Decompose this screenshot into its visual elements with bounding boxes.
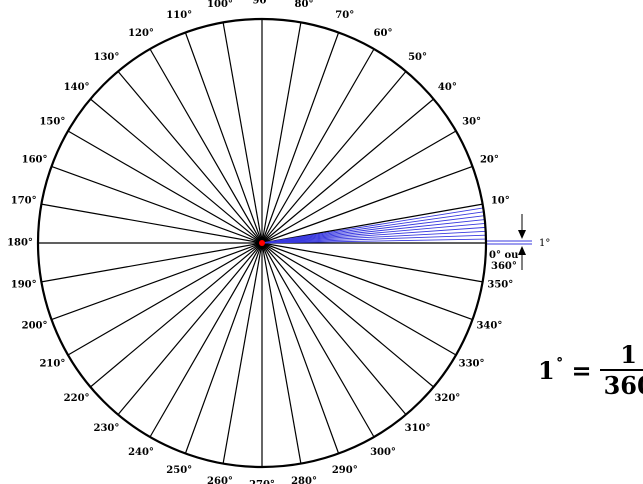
ray-80-deg (261, 22, 302, 244)
ten-degree-rays (38, 19, 486, 467)
label-130-deg: 130° (94, 52, 120, 63)
ray-260-deg (222, 242, 263, 464)
label-80-deg: 80° (295, 0, 314, 10)
ray-40-deg (261, 98, 434, 244)
label-30-deg: 30° (462, 117, 481, 128)
label-270-deg: 270° (249, 480, 275, 484)
label-250-deg: 250° (166, 465, 192, 476)
ray-160-deg (51, 165, 263, 244)
label-90-deg: 90° (253, 0, 272, 7)
ray-330-deg (261, 242, 457, 356)
label-310-deg: 310° (405, 423, 431, 434)
label-320-deg: 320° (434, 393, 460, 404)
ray-350-deg (261, 242, 483, 283)
one-degree-label: 1° (539, 238, 550, 249)
label-170-deg: 170° (11, 195, 37, 206)
label-290-deg: 290° (332, 465, 358, 476)
fine-ray-7-deg (261, 215, 485, 244)
fine-ray-1-deg (261, 238, 486, 244)
label-160-deg: 160° (22, 155, 48, 166)
formula-lhs-value: 1 (538, 355, 555, 385)
ray-310-deg (261, 242, 407, 415)
label-200-deg: 200° (22, 320, 48, 331)
one-degree-rays (261, 207, 486, 244)
label-190-deg: 190° (11, 280, 37, 291)
label-140-deg: 140° (64, 82, 90, 93)
ray-190-deg (41, 242, 263, 283)
fine-ray-3-deg (261, 230, 486, 244)
label-70-deg: 70° (335, 10, 354, 21)
label-40-deg: 40° (438, 82, 457, 93)
formula-equals: = (571, 355, 592, 385)
ray-110-deg (184, 32, 263, 244)
ray-210-deg (67, 242, 263, 356)
label-220-deg: 220° (64, 393, 90, 404)
ray-280-deg (261, 242, 302, 464)
fine-ray-9-deg (261, 207, 484, 244)
ray-100-deg (222, 22, 263, 244)
label-110-deg: 110° (166, 10, 192, 21)
ray-120-deg (149, 48, 263, 244)
arrow-down-head (518, 230, 526, 239)
ray-320-deg (261, 242, 434, 388)
zero-label: 0° ou 360° (489, 250, 518, 272)
fine-ray-6-deg (261, 219, 485, 244)
degree-labels: 10° 20° 30° 40° 50° 60° 70° 80° 90° 100° 110° 120° 1… (7, 0, 513, 484)
label-150-deg: 150° (39, 117, 65, 128)
formula-degree-symbol: ∘ (555, 349, 564, 368)
ray-290-deg (261, 242, 340, 454)
zero-label-line2: 360° (491, 261, 517, 272)
label-330-deg: 330° (459, 359, 485, 370)
ray-30-deg (261, 130, 457, 244)
label-50-deg: 50° (408, 52, 427, 63)
formula: 1 ∘ = 1 360 (538, 340, 643, 400)
ray-70-deg (261, 32, 340, 244)
formula-fraction-bar (599, 369, 643, 371)
ray-340-deg (261, 242, 473, 321)
ray-50-deg (261, 71, 407, 244)
label-100-deg: 100° (207, 0, 233, 10)
ray-60-deg (261, 48, 375, 244)
ray-130-deg (117, 71, 263, 244)
label-240-deg: 240° (128, 447, 154, 458)
ray-220-deg (90, 242, 263, 388)
ray-200-deg (51, 242, 263, 321)
center-dot (259, 240, 265, 246)
fine-ray-5-deg (261, 223, 486, 244)
label-180-deg: 180° (7, 238, 33, 249)
label-230-deg: 230° (94, 423, 120, 434)
ray-150-deg (67, 130, 263, 244)
ray-230-deg (117, 242, 263, 415)
one-degree-marker: 1° (487, 214, 550, 270)
ray-300-deg (261, 242, 375, 438)
arrow-up-head (518, 246, 526, 255)
label-210-deg: 210° (39, 359, 65, 370)
label-120-deg: 120° (128, 28, 154, 39)
ray-20-deg (261, 165, 473, 244)
ray-250-deg (184, 242, 263, 454)
ray-140-deg (90, 98, 263, 244)
label-340-deg: 340° (476, 320, 502, 331)
label-260-deg: 260° (207, 476, 233, 484)
ray-170-deg (41, 203, 263, 244)
zero-label-line1: 0° ou (489, 250, 518, 261)
formula-denominator: 360 (603, 371, 643, 400)
ray-240-deg (149, 242, 263, 438)
fine-ray-4-deg (261, 226, 486, 244)
label-350-deg: 350° (487, 280, 513, 291)
fine-ray-8-deg (261, 211, 484, 244)
outer-circle (36, 17, 488, 469)
label-10-deg: 10° (491, 195, 510, 206)
fine-ray-2-deg (261, 234, 486, 244)
formula-fraction: 1 360 (599, 339, 643, 400)
label-60-deg: 60° (374, 28, 393, 39)
ray-10-deg (261, 203, 483, 244)
label-20-deg: 20° (480, 155, 499, 166)
formula-lhs: 1 ∘ (538, 350, 563, 385)
formula-numerator: 1 (620, 339, 637, 369)
label-300-deg: 300° (370, 447, 396, 458)
label-280-deg: 280° (291, 476, 317, 484)
